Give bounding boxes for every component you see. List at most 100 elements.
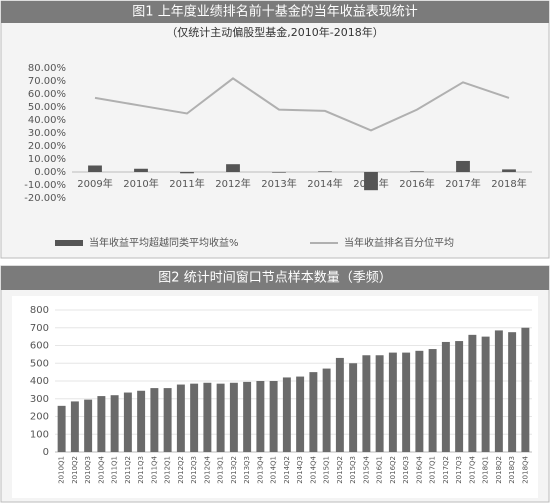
- y-tick-label: 700: [30, 323, 49, 334]
- bar: [402, 352, 411, 452]
- x-tick-label: 2018Q4: [521, 455, 529, 483]
- bar: [57, 405, 66, 452]
- y-tick-label: 30.00%: [28, 128, 66, 139]
- bar: [318, 171, 332, 172]
- bar: [282, 377, 291, 452]
- legend-label: 当年收益平均超越同类平均收益%: [89, 236, 239, 249]
- x-tick-label: 2012Q2: [177, 456, 185, 484]
- bar: [163, 388, 172, 452]
- legend-label: 当年收益排名百分位平均: [344, 236, 454, 249]
- y-tick-label: 50.00%: [28, 102, 66, 113]
- y-tick-label: 300: [30, 394, 49, 405]
- y-tick-label: 0: [43, 447, 49, 458]
- bar: [134, 168, 148, 172]
- y-tick-label: 800: [30, 305, 49, 316]
- x-tick-label: 2013Q2: [230, 456, 238, 484]
- bar: [150, 388, 159, 452]
- x-tick-label: 2017年: [445, 177, 480, 190]
- chart-subtitle: （仅统计主动偏股型基金,2010年-2018年）: [166, 25, 383, 39]
- x-tick-label: 2016Q1: [376, 456, 384, 484]
- x-tick-label: 2013年: [261, 177, 296, 190]
- chart-title: 图2 统计时间窗口节点样本数量（季频）: [158, 270, 391, 286]
- x-tick-label: 2017Q2: [442, 456, 450, 484]
- header-1: [1, 1, 549, 23]
- y-tick-label: 0.00%: [34, 167, 66, 178]
- bar: [521, 327, 530, 452]
- y-tick-label: 60.00%: [28, 89, 66, 100]
- x-tick-label: 2011Q3: [137, 456, 145, 484]
- bar: [296, 376, 305, 452]
- bar: [410, 171, 424, 172]
- bar: [110, 395, 119, 452]
- x-tick-label: 2015Q3: [349, 456, 357, 484]
- legend-swatch: [55, 240, 83, 246]
- x-tick-label: 2016Q4: [415, 455, 423, 483]
- bar: [456, 160, 470, 172]
- x-tick-label: 2012Q1: [164, 456, 172, 484]
- bar: [203, 382, 212, 452]
- x-tick-label: 2016年: [399, 177, 434, 190]
- x-tick-label: 2013Q3: [243, 456, 251, 484]
- x-tick-label: 2017Q3: [455, 456, 463, 484]
- x-tick-label: 2011Q1: [111, 456, 119, 484]
- bar: [137, 390, 146, 452]
- y-tick-label: 500: [30, 358, 49, 369]
- bar: [468, 334, 477, 452]
- bar: [176, 384, 185, 452]
- x-tick-label: 2010Q4: [97, 455, 105, 483]
- x-tick-label: 2016Q3: [402, 456, 410, 484]
- bar: [502, 169, 516, 172]
- bar: [455, 341, 464, 452]
- x-tick-label: 2014Q2: [283, 456, 291, 484]
- bar: [123, 392, 132, 452]
- x-tick-label: 2009年: [77, 177, 112, 190]
- line: [94, 77, 510, 132]
- x-tick-label: 2012Q4: [203, 455, 211, 483]
- x-tick-label: 2017Q4: [468, 455, 476, 483]
- x-tick-label: 2011年: [169, 177, 204, 190]
- bar: [322, 368, 331, 452]
- bar: [415, 350, 424, 452]
- y-tick-label: 20.00%: [28, 141, 66, 152]
- bar: [441, 341, 450, 452]
- chart-title: 图1 上年度业绩排名前十基金的当年收益表现统计: [132, 4, 417, 20]
- x-tick-label: 2016Q2: [389, 456, 397, 484]
- x-tick-label: 2014Q4: [309, 455, 317, 483]
- x-tick-label: 2010年: [123, 177, 158, 190]
- x-tick-label: 2014年: [307, 177, 342, 190]
- x-tick-label: 2018Q1: [482, 456, 490, 484]
- y-tick-label: 70.00%: [28, 76, 66, 87]
- bar: [269, 381, 278, 452]
- x-tick-label: 2015Q2: [336, 456, 344, 484]
- y-tick-label: 80.00%: [28, 63, 66, 74]
- y-tick-label: 600: [30, 341, 49, 352]
- bar: [97, 396, 106, 452]
- bar: [180, 172, 194, 174]
- x-tick-label: 2013Q4: [256, 455, 264, 483]
- x-tick-label: 2010Q2: [71, 456, 79, 484]
- bar: [243, 381, 252, 452]
- x-tick-label: 2018Q3: [508, 456, 516, 484]
- bar: [494, 330, 503, 452]
- bar: [229, 382, 238, 452]
- bar: [190, 383, 199, 452]
- x-tick-label: 2015Q4: [362, 455, 370, 483]
- bar: [388, 352, 397, 452]
- bar: [216, 383, 225, 452]
- y-tick-label: 10.00%: [28, 154, 66, 165]
- bar: [349, 363, 358, 452]
- panel-1: [0, 0, 550, 259]
- y-tick-label: 40.00%: [28, 115, 66, 126]
- bar: [256, 381, 265, 452]
- bar: [88, 165, 102, 172]
- bar: [375, 355, 384, 452]
- y-tick-label: 200: [30, 412, 49, 423]
- x-tick-label: 2011Q4: [150, 455, 158, 483]
- bar: [364, 172, 378, 191]
- bar: [84, 399, 93, 452]
- y-tick-label: 400: [30, 376, 49, 387]
- x-tick-label: 2010Q1: [58, 456, 66, 484]
- x-tick-label: 2012Q3: [190, 456, 198, 484]
- bar: [309, 372, 318, 452]
